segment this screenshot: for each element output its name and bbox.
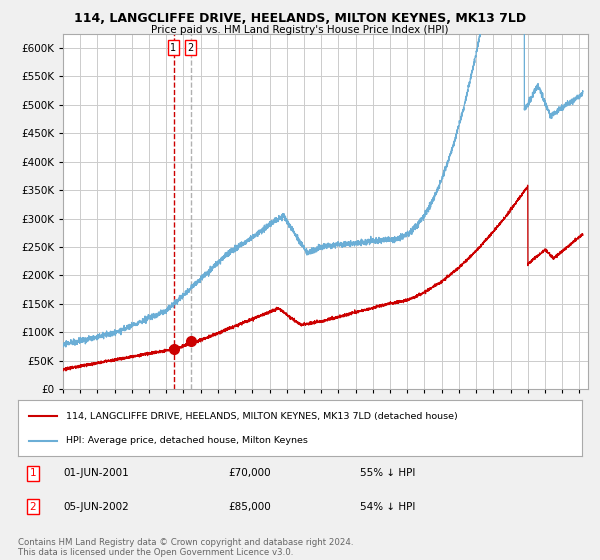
Text: 54% ↓ HPI: 54% ↓ HPI (360, 502, 415, 512)
Text: HPI: Average price, detached house, Milton Keynes: HPI: Average price, detached house, Milt… (66, 436, 308, 445)
Text: 2: 2 (188, 43, 194, 53)
Text: Price paid vs. HM Land Registry's House Price Index (HPI): Price paid vs. HM Land Registry's House … (151, 25, 449, 35)
Text: £70,000: £70,000 (228, 468, 271, 478)
Text: 114, LANGCLIFFE DRIVE, HEELANDS, MILTON KEYNES, MK13 7LD: 114, LANGCLIFFE DRIVE, HEELANDS, MILTON … (74, 12, 526, 25)
Text: Contains HM Land Registry data © Crown copyright and database right 2024.
This d: Contains HM Land Registry data © Crown c… (18, 538, 353, 557)
Text: 05-JUN-2002: 05-JUN-2002 (63, 502, 129, 512)
Text: 01-JUN-2001: 01-JUN-2001 (63, 468, 129, 478)
Text: 1: 1 (29, 468, 37, 478)
Text: 1: 1 (170, 43, 176, 53)
Text: 114, LANGCLIFFE DRIVE, HEELANDS, MILTON KEYNES, MK13 7LD (detached house): 114, LANGCLIFFE DRIVE, HEELANDS, MILTON … (66, 412, 458, 421)
Text: 2: 2 (29, 502, 37, 512)
Text: £85,000: £85,000 (228, 502, 271, 512)
Text: 55% ↓ HPI: 55% ↓ HPI (360, 468, 415, 478)
